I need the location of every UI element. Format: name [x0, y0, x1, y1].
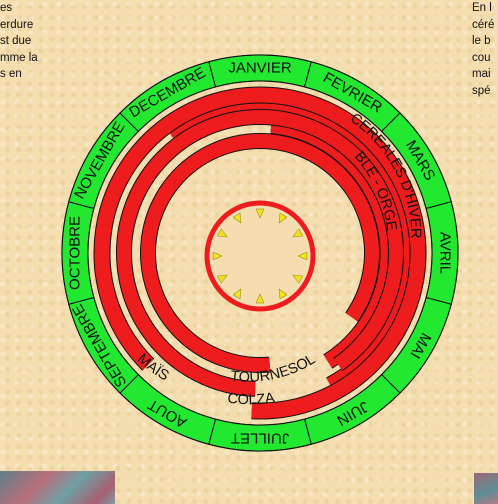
center-marker-triangle	[278, 288, 288, 300]
month-label-juillet: JUILLET	[231, 430, 289, 447]
crop-band-colza	[117, 110, 403, 396]
center-marker-triangle	[212, 251, 223, 261]
right-text-line: cou	[472, 51, 491, 64]
left-text-line: st due	[0, 35, 32, 47]
center-marker-triangle	[297, 251, 308, 261]
crop-band-ble-orge	[270, 118, 396, 368]
field-photo-icon	[0, 471, 115, 504]
center-marker-triangle	[292, 228, 304, 238]
center-marker-triangle	[278, 212, 288, 224]
right-text-line: céré	[472, 18, 495, 31]
outer-ring-outline	[61, 54, 459, 452]
left-text-line: mme la	[0, 51, 38, 64]
field-photo-icon	[474, 473, 498, 504]
right-text-line: mai	[472, 68, 491, 80]
center-ring	[204, 200, 316, 312]
crop-bands	[93, 86, 427, 420]
crop-label-colza: COLZA	[226, 390, 276, 408]
month-label-octobre: OCTOBRE	[67, 216, 84, 290]
center-marker-triangle	[232, 212, 242, 224]
right-article-text: En l céré le b cou mai spé	[472, 0, 494, 99]
crop-band-mais	[94, 87, 426, 419]
center-marker-triangle	[232, 288, 242, 300]
month-label-avril: AVRIL	[437, 232, 454, 274]
left-text-line: erdure	[0, 18, 34, 31]
center-marker-triangle	[292, 274, 304, 284]
left-text-line: es	[0, 2, 13, 14]
center-marker-triangle	[255, 293, 265, 304]
center-marker-triangle	[216, 274, 228, 284]
center-marker-triangle	[216, 228, 228, 238]
right-text-line: le b	[472, 35, 491, 47]
crop-band-tournesol	[141, 134, 379, 372]
center-marker-triangle	[255, 208, 265, 219]
left-article-text: es erdure st due mme la s en	[0, 0, 38, 83]
center-clock	[204, 200, 316, 312]
month-label-janvier: JANVIER	[228, 60, 292, 77]
inner-ring-outline	[87, 80, 433, 426]
right-text-line: En l	[472, 2, 492, 14]
center-markers	[212, 208, 308, 304]
left-text-line: s en	[0, 68, 22, 80]
right-text-line: spé	[472, 84, 491, 97]
month-ring	[61, 54, 459, 452]
